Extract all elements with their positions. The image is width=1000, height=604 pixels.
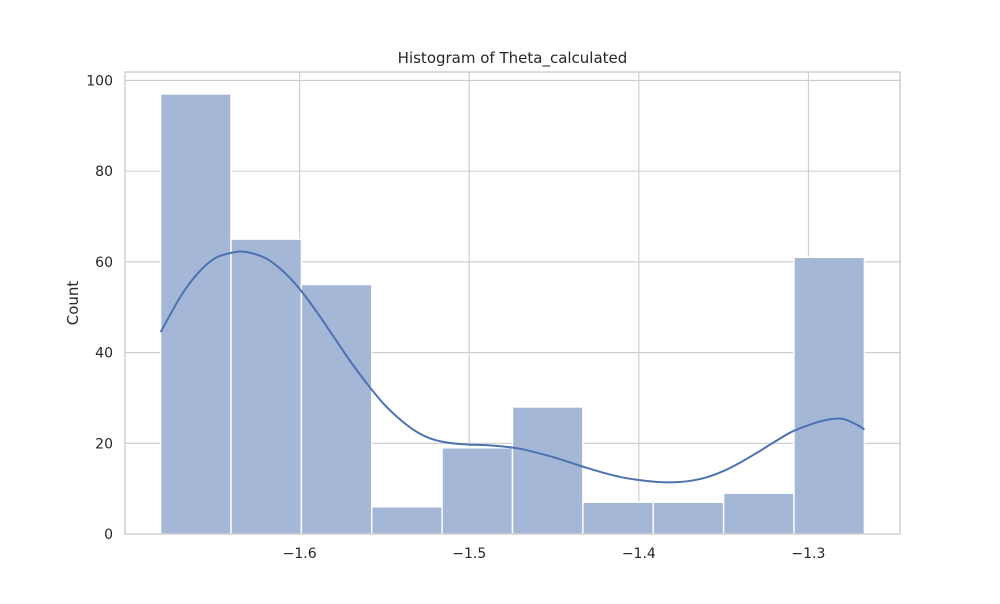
histogram-bar [230,238,303,535]
histogram-bar [793,256,866,535]
plot-frame [124,71,901,535]
kde-line [159,250,866,484]
bars-layer [159,93,866,535]
y-tick-labels: 0 20 40 60 80 100 [86,73,113,543]
histogram-bar [582,501,654,535]
histogram-bar [652,501,725,535]
x-tick-label: −1.6 [283,546,317,562]
histogram-bar [441,447,514,535]
chart-title: Histogram of Theta_calculated [398,49,628,68]
y-tick-label: 0 [104,527,113,543]
x-tick-label: −1.4 [622,546,656,562]
y-tick-label: 20 [95,436,113,452]
y-axis-label: Count [64,281,82,326]
y-tick-label: 40 [95,346,113,362]
y-tick-label: 60 [95,255,113,271]
histogram-bar [371,506,443,535]
histogram-bar [722,492,795,535]
histogram-bar [511,406,584,535]
y-tick-label: 100 [86,73,113,89]
x-tick-label: −1.5 [452,546,486,562]
histogram-bar [300,283,373,535]
x-tick-labels: −1.6 −1.5 −1.4 −1.3 [283,546,826,562]
y-tick-label: 80 [95,164,113,180]
kde-layer [159,250,866,484]
x-tick-label: −1.3 [791,546,825,562]
